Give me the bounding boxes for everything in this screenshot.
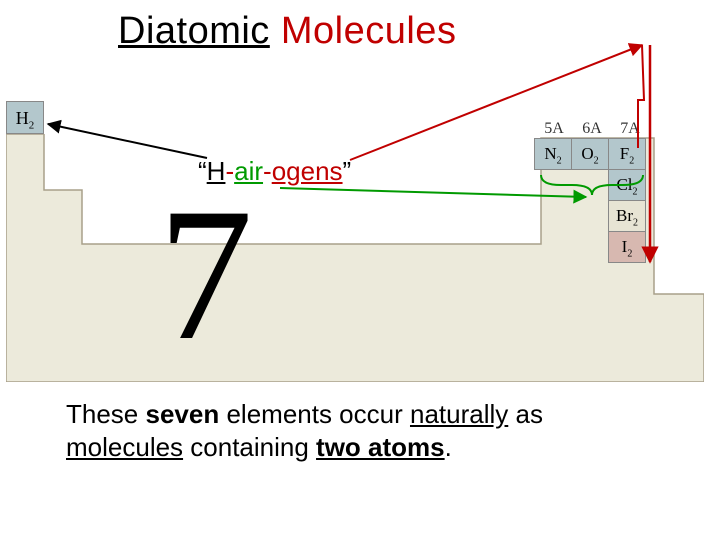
element-tile-br2: Br2 <box>608 200 646 232</box>
h2-symbol: H <box>16 108 29 128</box>
cap-p4: containing <box>183 432 316 462</box>
cap-p1: These <box>66 399 146 429</box>
o2-symbol: O <box>581 144 593 163</box>
cap-u2: molecules <box>66 432 183 462</box>
i2-sub: 2 <box>627 248 632 259</box>
cap-p5: . <box>445 432 452 462</box>
element-tile-f2: F2 <box>608 138 646 170</box>
f2-symbol: F <box>620 144 629 163</box>
column-headers: 5A 6A 7A <box>535 120 649 138</box>
caption-text: These seven elements occur naturally as … <box>66 398 626 465</box>
h2-subscript: 2 <box>29 120 35 132</box>
element-tile-o2: O2 <box>571 138 609 170</box>
mnemonic-dash2: - <box>263 156 272 186</box>
element-tile-n2: N2 <box>534 138 572 170</box>
n2-symbol: N <box>544 144 556 163</box>
element-tile-h2: H2 <box>6 101 44 134</box>
mnemonic-quote-close: ” <box>343 156 352 186</box>
element-tile-i2: I2 <box>608 231 646 263</box>
cl2-sub: 2 <box>633 186 638 197</box>
cap-b1: seven <box>146 399 220 429</box>
cap-u1: naturally <box>410 399 508 429</box>
cl2-symbol: Cl <box>616 175 632 194</box>
f2-sub: 2 <box>629 155 634 166</box>
cap-p2: elements occur <box>219 399 410 429</box>
header-6a: 6A <box>573 120 611 138</box>
element-tile-cl2: Cl2 <box>608 169 646 201</box>
halogen-table: N2 O2 F2 Cl2 Br2 I2 <box>535 139 646 263</box>
n2-sub: 2 <box>557 155 562 166</box>
title-word-2: Molecules <box>270 10 457 52</box>
header-7a: 7A <box>611 120 649 138</box>
mnemonic-ogens: ogens <box>272 156 343 186</box>
big-seven: 7 <box>158 180 253 370</box>
cap-p3: as <box>508 399 543 429</box>
page-title: Diatomic Molecules <box>118 10 456 53</box>
br2-sub: 2 <box>633 217 638 228</box>
title-word-1: Diatomic <box>118 10 270 52</box>
o2-sub: 2 <box>594 155 599 166</box>
cap-bu1: two atoms <box>316 432 445 462</box>
header-5a: 5A <box>535 120 573 138</box>
br2-symbol: Br <box>616 206 633 225</box>
